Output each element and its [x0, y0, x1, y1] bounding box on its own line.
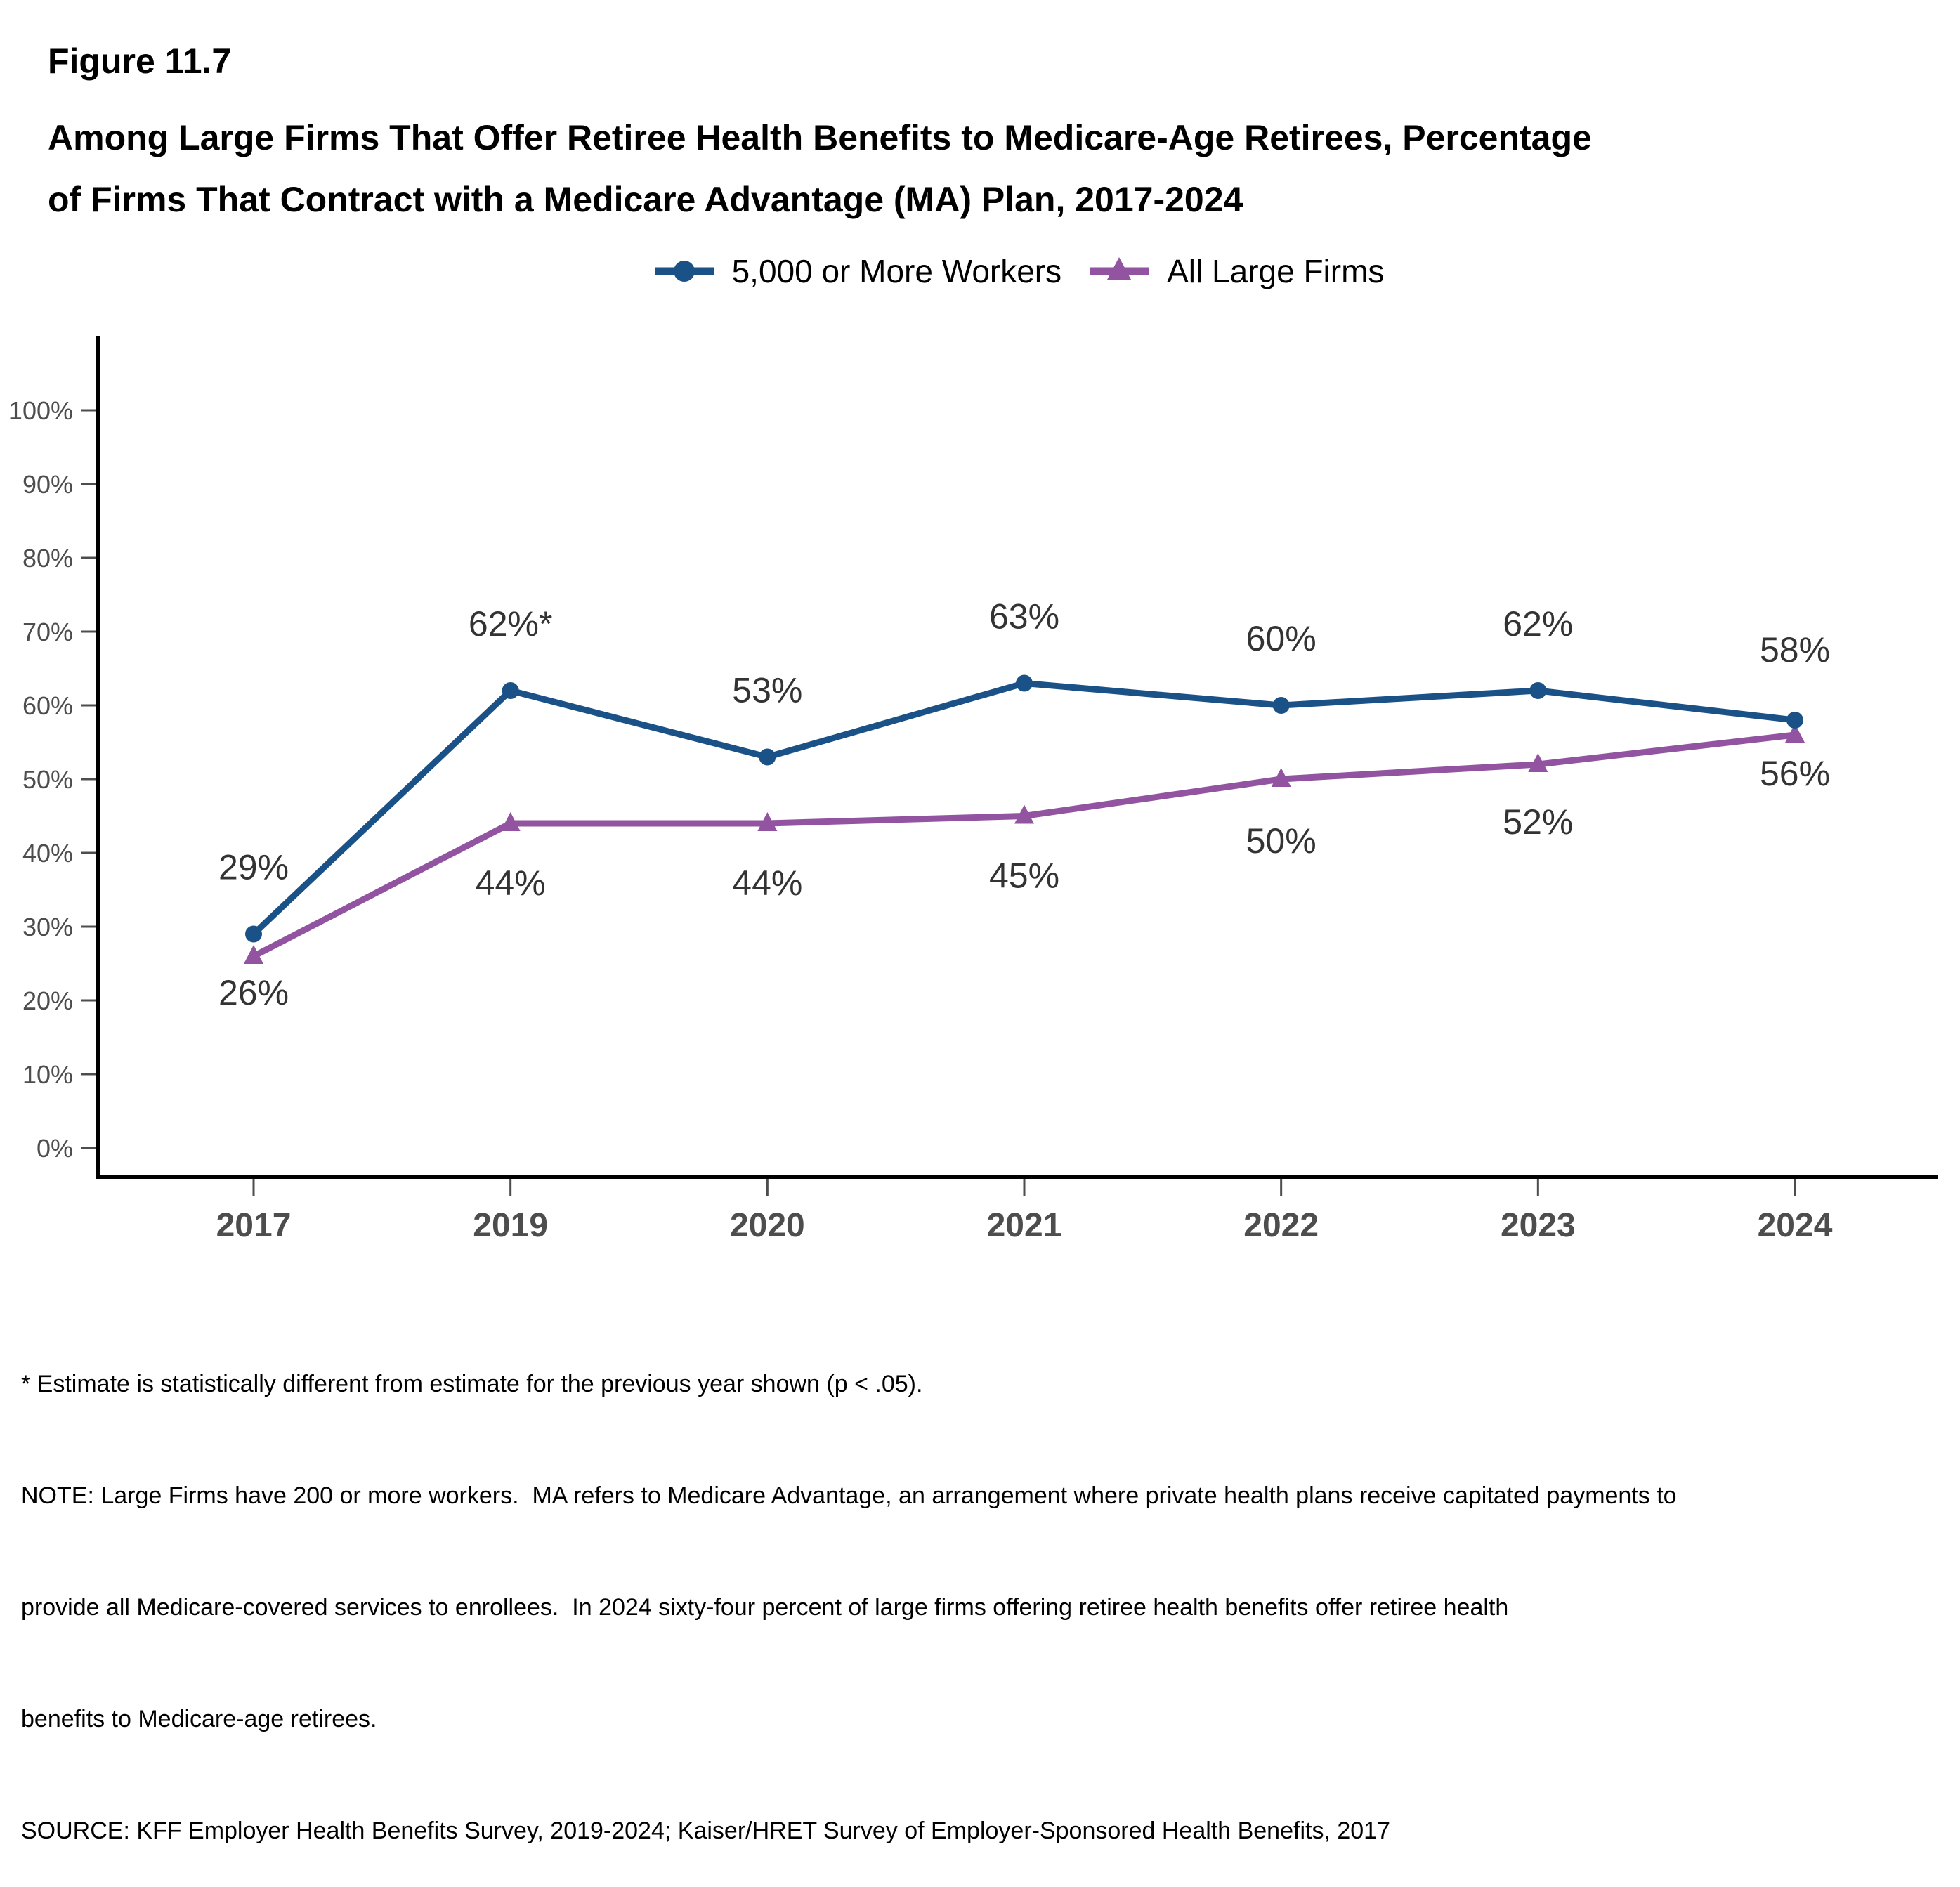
- data-point-label: 50%: [1246, 821, 1317, 861]
- data-point-marker: [1272, 697, 1290, 714]
- data-point-label: 26%: [218, 973, 289, 1012]
- y-tick-label: 60%: [22, 691, 73, 720]
- x-tick-label: 2023: [1501, 1207, 1576, 1244]
- y-tick-label: 30%: [22, 913, 73, 941]
- footnote-significance: * Estimate is statistically different fr…: [21, 1371, 923, 1397]
- data-point-label: 58%: [1760, 630, 1830, 670]
- x-tick-label: 2019: [473, 1207, 548, 1244]
- data-point-label: 63%: [989, 597, 1059, 636]
- x-tick-label: 2021: [987, 1207, 1062, 1244]
- data-point-marker: [1528, 753, 1548, 772]
- data-point-label: 29%: [218, 848, 289, 887]
- y-tick-label: 90%: [22, 470, 73, 499]
- x-tick-label: 2024: [1758, 1207, 1833, 1244]
- y-tick-label: 40%: [22, 839, 73, 868]
- data-point-label: 62%*: [469, 604, 553, 644]
- data-point-marker: [245, 925, 262, 943]
- chart-title-line-1: Among Large Firms That Offer Retiree Hea…: [48, 118, 1592, 157]
- y-tick-label: 10%: [22, 1060, 73, 1089]
- series-5-000-or-more-workers: [245, 674, 1803, 943]
- data-point-marker: [500, 812, 521, 831]
- data-point-marker: [502, 682, 519, 699]
- footnote-source: SOURCE: KFF Employer Health Benefits Sur…: [21, 1817, 1390, 1844]
- circle-marker-icon: [654, 261, 714, 282]
- footnote-note-line-2: provide all Medicare-covered services to…: [21, 1594, 1509, 1621]
- footnote-note-line-3: benefits to Medicare-age retirees.: [21, 1706, 377, 1732]
- triangle-marker-icon: [1090, 257, 1149, 280]
- y-tick-label: 70%: [22, 618, 73, 646]
- data-point-label: 56%: [1760, 754, 1830, 793]
- data-point-marker: [244, 945, 263, 964]
- x-tick-label: 2020: [730, 1207, 805, 1244]
- legend-item-label: All Large Firms: [1167, 253, 1385, 289]
- legend-triangle: [1107, 257, 1132, 280]
- data-point-label: 52%: [1503, 802, 1573, 842]
- data-point-label: 62%: [1503, 604, 1573, 644]
- legend: 5,000 or More Workers All Large Firms: [98, 249, 1938, 294]
- y-tick-label: 80%: [22, 544, 73, 573]
- data-point-marker: [1271, 768, 1291, 787]
- data-point-marker: [1786, 712, 1803, 729]
- data-point-marker: [759, 748, 776, 766]
- legend-item-all-large-firms: All Large Firms: [1087, 252, 1384, 291]
- axes: [96, 336, 1938, 1179]
- data-point-marker: [1014, 804, 1034, 824]
- chart-title-line-2: of Firms That Contract with a Medicare A…: [48, 180, 1243, 219]
- y-tick-label: 100%: [8, 396, 73, 425]
- data-point-marker: [757, 812, 778, 831]
- x-tick-label: 2017: [216, 1207, 292, 1244]
- y-tick-label: 0%: [37, 1134, 73, 1163]
- data-point-label: 44%: [476, 863, 546, 903]
- figure-number: Figure 11.7: [48, 41, 232, 81]
- legend-circle: [673, 261, 695, 282]
- x-tick-label: 2022: [1243, 1207, 1319, 1244]
- data-point-label: 44%: [732, 863, 802, 903]
- data-point-label: 45%: [989, 856, 1059, 896]
- data-point-marker: [1529, 682, 1547, 699]
- footnote-note-line-1: NOTE: Large Firms have 200 or more worke…: [21, 1482, 1677, 1509]
- data-point-marker: [1016, 674, 1033, 692]
- y-tick-label: 20%: [22, 986, 73, 1015]
- chart-title: Among Large Firms That Offer Retiree Hea…: [48, 107, 1592, 230]
- y-tick-label: 50%: [22, 765, 73, 794]
- series-all-large-firms: [244, 724, 1805, 964]
- legend-item-5000-or-more-workers: 5,000 or More Workers: [652, 252, 1062, 291]
- data-point-label: 53%: [732, 671, 802, 710]
- footnotes: * Estimate is statistically different fr…: [21, 1291, 1677, 1887]
- line-chart: 0% 10% 20% 30% 40% 50% 60% 70% 80% 90% 100% 2017 201…: [8, 336, 1938, 1244]
- data-point-label: 60%: [1246, 619, 1317, 658]
- legend-item-label: 5,000 or More Workers: [731, 253, 1062, 289]
- series-line: [251, 731, 1796, 959]
- data-point-marker: [1785, 724, 1805, 743]
